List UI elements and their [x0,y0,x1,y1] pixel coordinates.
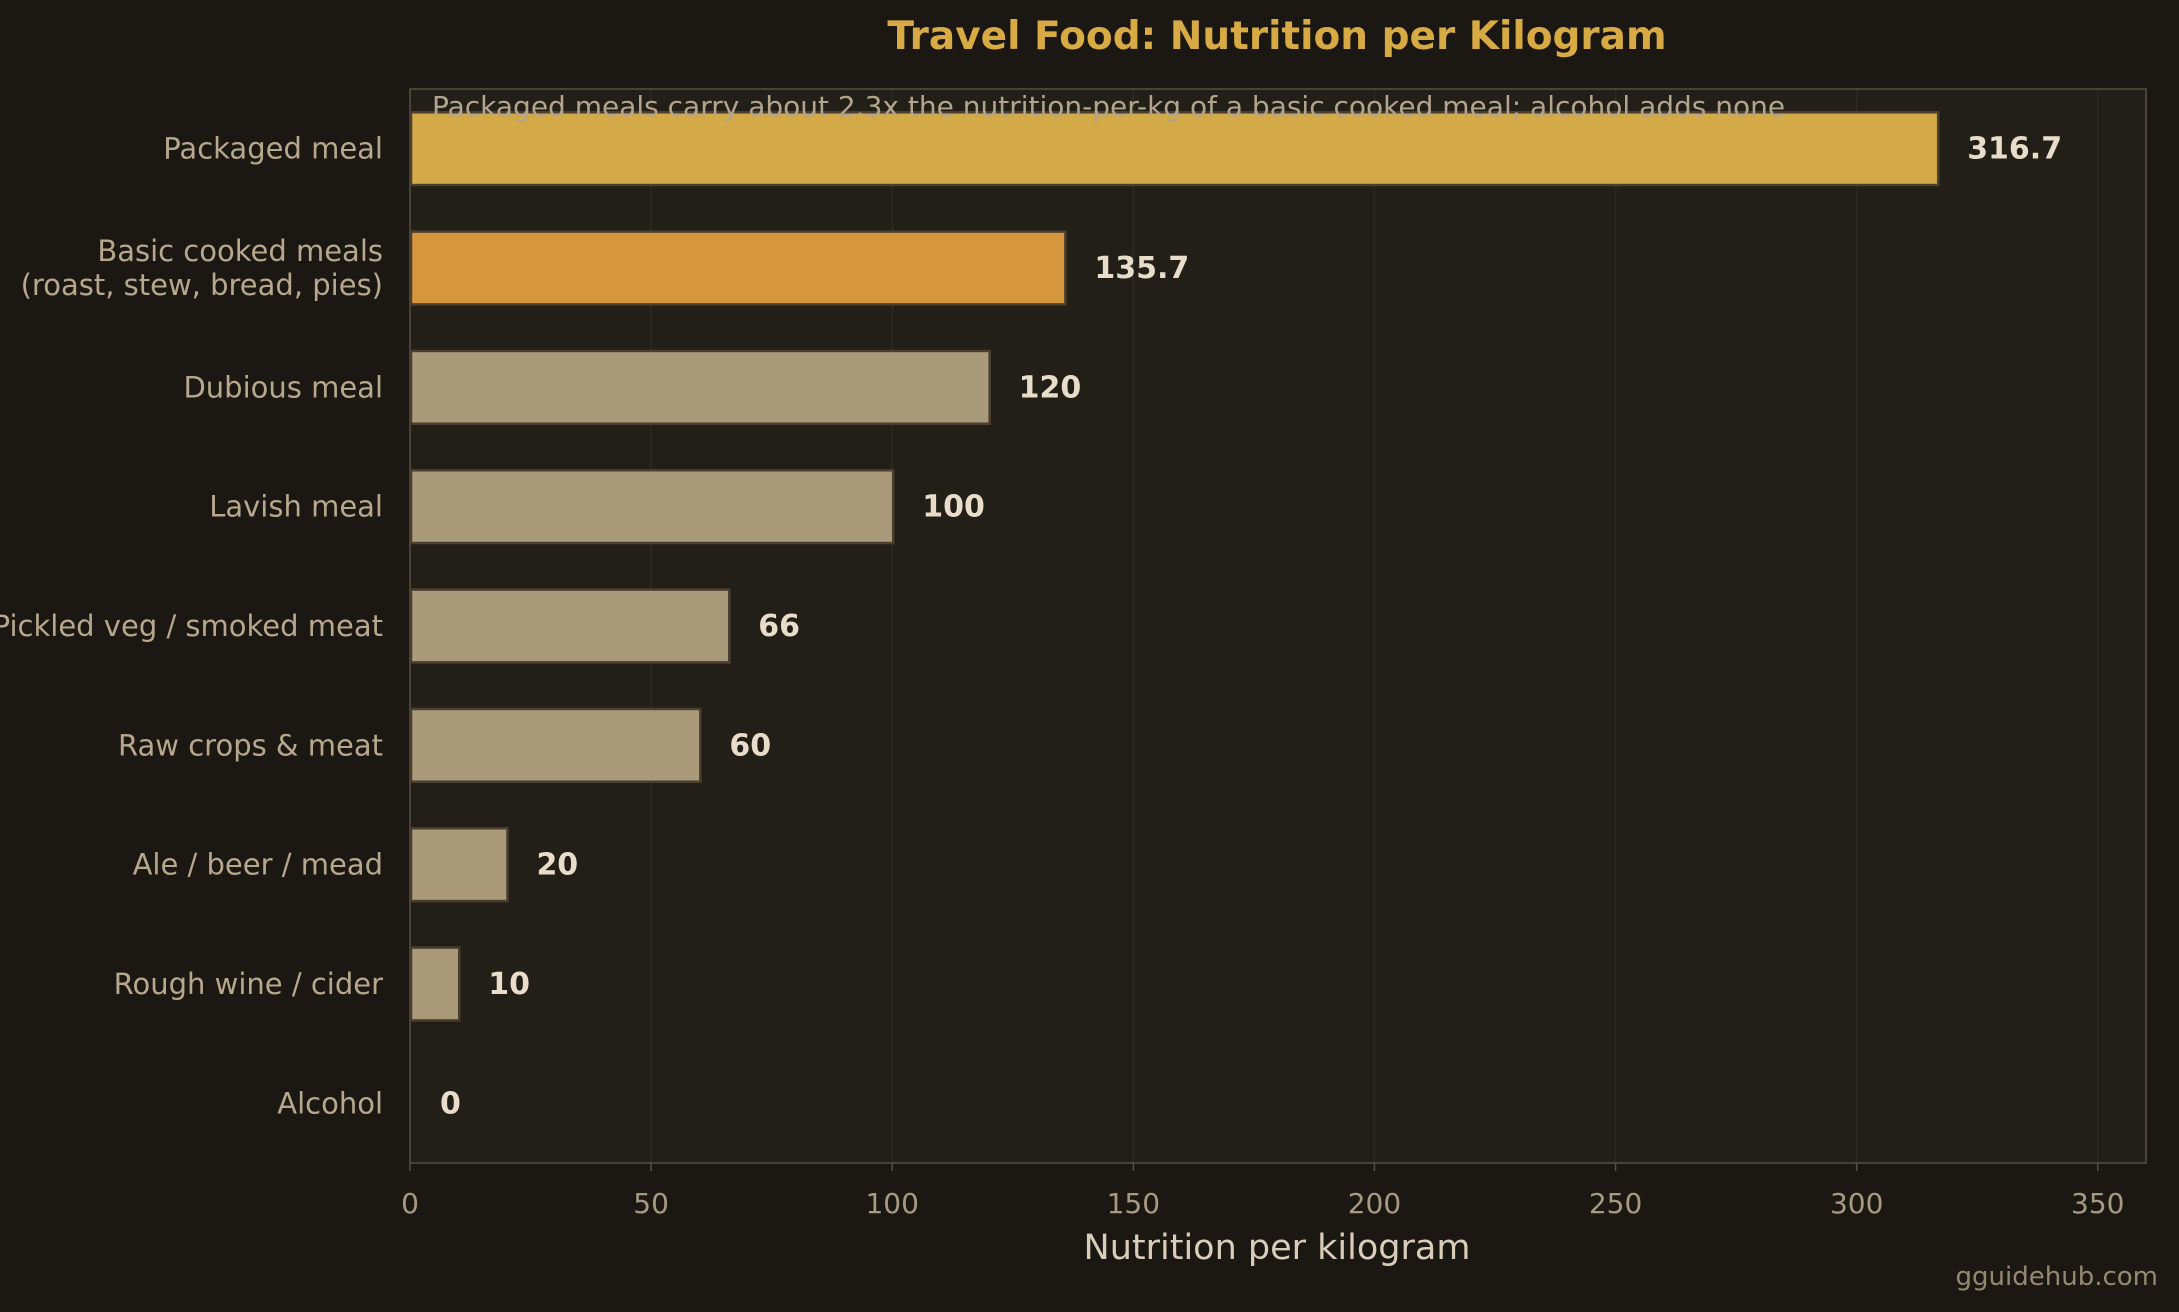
watermark: gguidehub.com [1956,1262,2158,1292]
x-tick-label: 350 [2071,1187,2124,1220]
bar [409,230,1067,306]
x-axis-ticks: 0 50 100 150 200 250 300 350 [401,1163,2125,1220]
value-label: 10 [488,967,530,1002]
value-label: 60 [729,728,771,763]
value-label: 0 [440,1086,461,1121]
category-label: Packaged meal [163,132,383,166]
x-tick-label: 50 [633,1187,669,1220]
value-label: 100 [922,490,985,525]
x-tick-label: 200 [1348,1187,1401,1220]
x-tick-label: 0 [401,1187,419,1220]
category-label: Raw crops & meat [118,728,383,762]
value-label: 135.7 [1094,251,1189,286]
category-label: Ale / beer / mead [133,848,383,882]
category-label: Lavish meal [209,490,383,524]
x-axis-label: Nutrition per kilogram [1084,1228,1471,1268]
x-tick-label: 250 [1589,1187,1642,1220]
chart-annotation: Packaged meals carry about 2.3x the nutr… [432,90,1785,123]
value-label: 120 [1019,370,1082,405]
chart-title: Travel Food: Nutrition per Kilogram [887,14,1666,59]
bar [409,349,991,425]
category-labels: Packaged meal Basic cooked meals(roast, s… [0,132,383,1121]
category-label: Pickled veg / smoked meat [0,609,383,643]
x-tick-label: 150 [1107,1187,1160,1220]
bar [409,111,1940,187]
bar [409,469,895,545]
category-label: Alcohol [277,1086,383,1120]
bar [409,707,702,783]
bar [409,827,509,903]
category-label: Basic cooked meals [97,234,383,268]
category-label: Rough wine / cider [114,967,383,1001]
value-label: 66 [758,609,800,644]
x-tick-label: 300 [1830,1187,1883,1220]
bars [409,111,1940,1022]
bar [409,588,731,664]
value-label: 20 [536,848,578,883]
x-tick-label: 100 [865,1187,918,1220]
bar [409,946,461,1022]
value-label: 316.7 [1967,132,2062,167]
category-label: (roast, stew, bread, pies) [21,268,383,302]
category-label: Dubious meal [183,370,383,404]
